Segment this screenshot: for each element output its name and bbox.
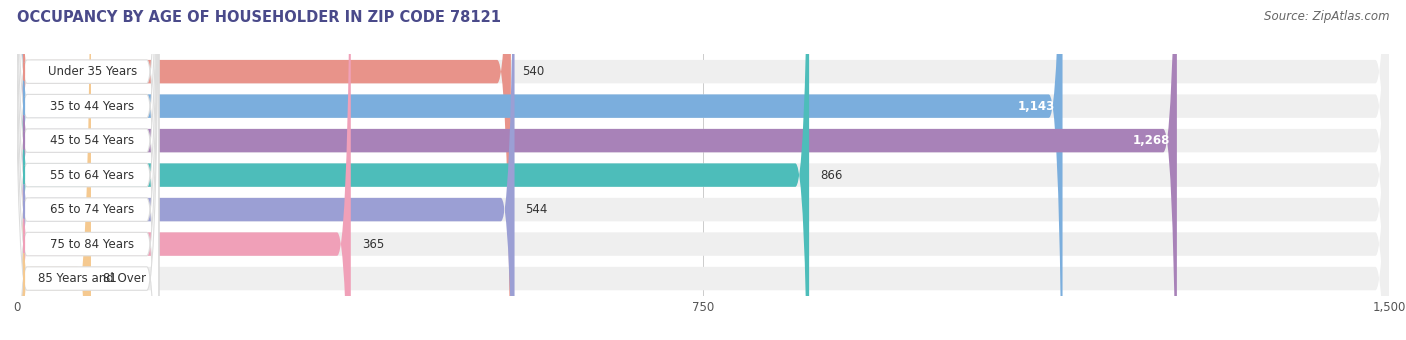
FancyBboxPatch shape [17,0,1389,340]
Text: 45 to 54 Years: 45 to 54 Years [51,134,135,147]
FancyBboxPatch shape [15,0,159,340]
Text: 365: 365 [361,238,384,251]
Text: 35 to 44 Years: 35 to 44 Years [51,100,135,113]
FancyBboxPatch shape [17,0,1063,340]
FancyBboxPatch shape [15,0,159,340]
Text: Source: ZipAtlas.com: Source: ZipAtlas.com [1264,10,1389,23]
FancyBboxPatch shape [17,0,1389,340]
FancyBboxPatch shape [15,0,159,340]
Text: 540: 540 [522,65,544,78]
Text: 75 to 84 Years: 75 to 84 Years [51,238,135,251]
Text: 544: 544 [526,203,548,216]
FancyBboxPatch shape [17,0,808,340]
FancyBboxPatch shape [15,0,159,340]
Text: 81: 81 [103,272,117,285]
Text: 85 Years and Over: 85 Years and Over [38,272,146,285]
FancyBboxPatch shape [17,0,510,340]
FancyBboxPatch shape [17,0,1389,340]
Text: 65 to 74 Years: 65 to 74 Years [51,203,135,216]
Text: 866: 866 [820,169,842,182]
FancyBboxPatch shape [17,0,350,340]
Text: 1,268: 1,268 [1132,134,1170,147]
Text: 55 to 64 Years: 55 to 64 Years [51,169,135,182]
FancyBboxPatch shape [17,0,1389,340]
FancyBboxPatch shape [17,0,1389,340]
Text: 1,143: 1,143 [1018,100,1056,113]
Text: OCCUPANCY BY AGE OF HOUSEHOLDER IN ZIP CODE 78121: OCCUPANCY BY AGE OF HOUSEHOLDER IN ZIP C… [17,10,501,25]
FancyBboxPatch shape [15,0,159,340]
FancyBboxPatch shape [17,0,1389,340]
FancyBboxPatch shape [17,0,1177,340]
FancyBboxPatch shape [17,0,91,340]
FancyBboxPatch shape [15,0,159,340]
FancyBboxPatch shape [17,0,515,340]
FancyBboxPatch shape [17,0,1389,340]
FancyBboxPatch shape [15,0,159,340]
Text: Under 35 Years: Under 35 Years [48,65,136,78]
